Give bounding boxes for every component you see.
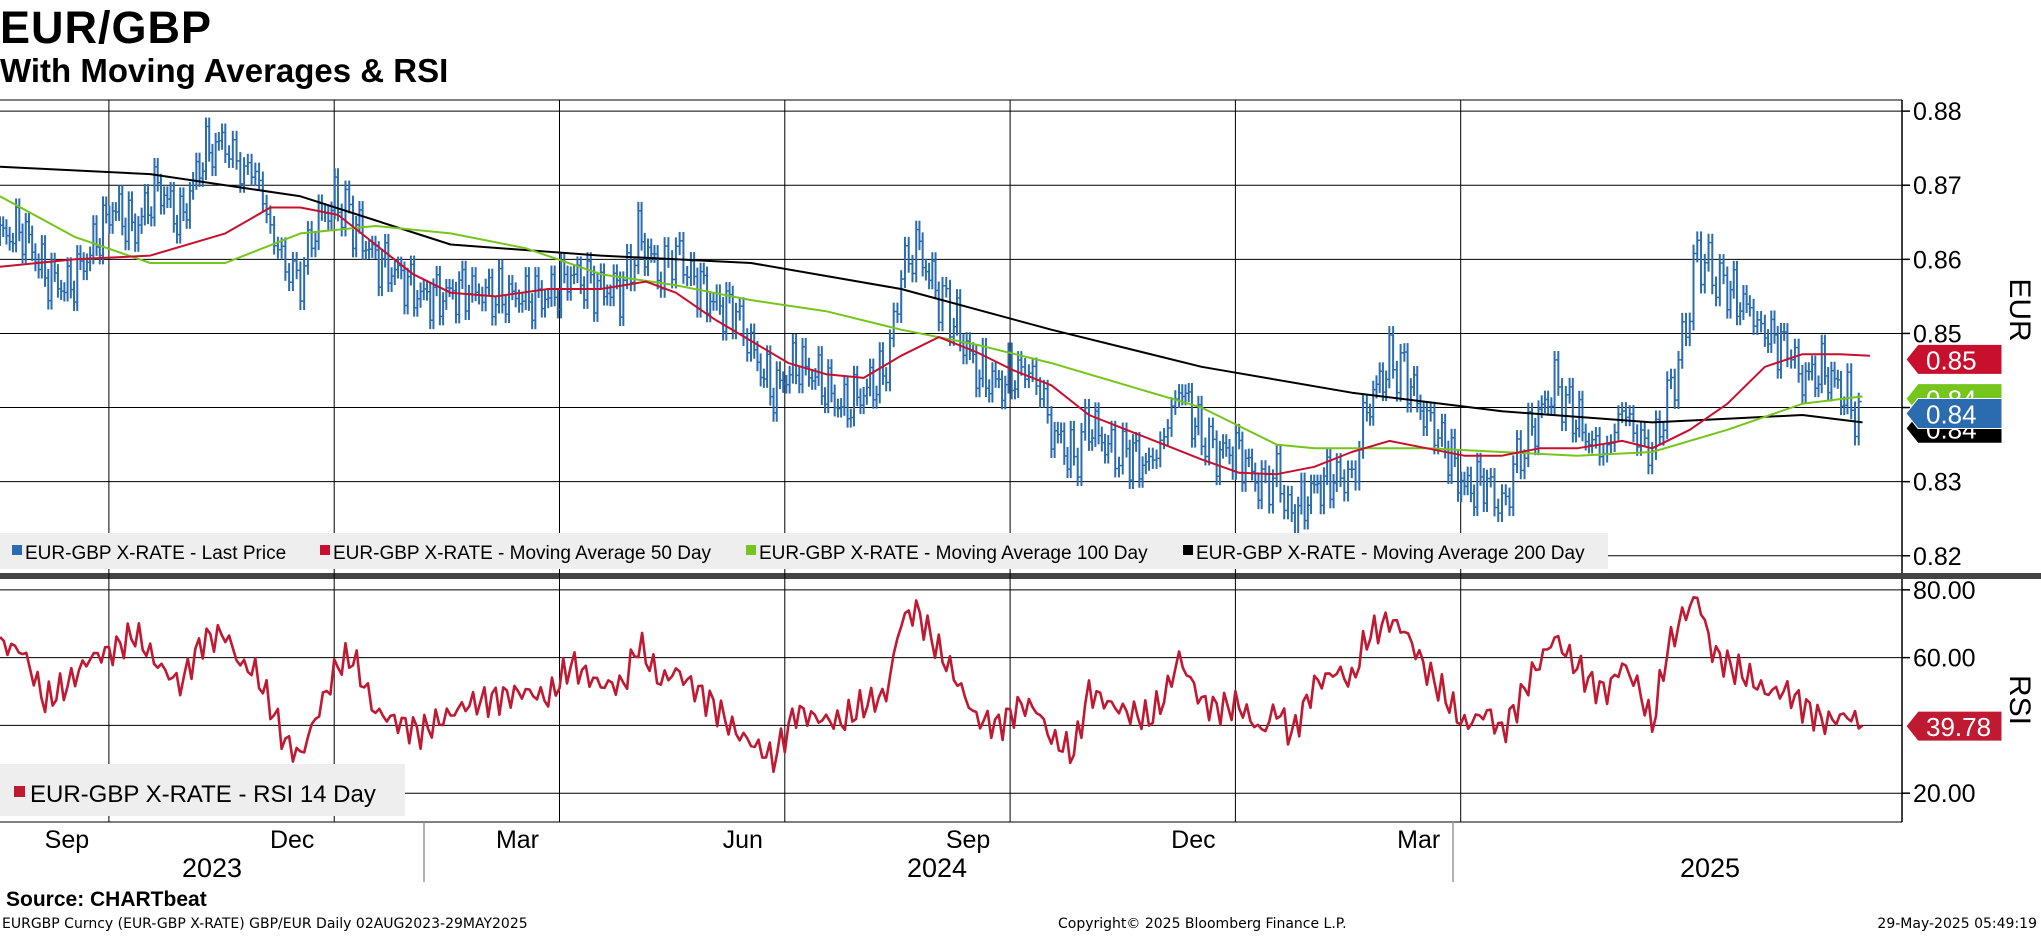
rsi-line — [0, 596, 1864, 774]
legend-swatch-ma50 — [320, 545, 330, 555]
legend-label-rsi: EUR-GBP X-RATE - RSI 14 Day — [30, 781, 376, 808]
price-tick-label: 0.86 — [1913, 246, 1962, 274]
price-legend-bg — [0, 533, 1608, 569]
rsi-tick-label: 60.00 — [1913, 645, 1976, 673]
ma50-line — [0, 206, 1871, 476]
ma50-last-label-bg — [1905, 343, 2003, 375]
rsi-legend-bg — [0, 764, 405, 816]
price-tick-label: 0.83 — [1913, 469, 1962, 497]
legend-label-ma100: EUR-GBP X-RATE - Moving Average 100 Day — [759, 543, 1148, 564]
price-tick-label: 0.87 — [1913, 172, 1962, 200]
year-label: 2023 — [182, 853, 242, 883]
last-price-label-bg — [1905, 397, 2003, 429]
legend-swatch-ma200 — [1183, 545, 1193, 555]
ma100-line — [0, 195, 1863, 457]
price-tick-label: 0.82 — [1913, 543, 1962, 571]
ma50-last-label: 0.85 — [1926, 345, 1977, 375]
source-note: Source: CHARTbeat — [6, 888, 207, 911]
last-price-label: 0.84 — [1926, 399, 1977, 429]
legend-label-ma200: EUR-GBP X-RATE - Moving Average 200 Day — [1196, 543, 1585, 564]
month-label: Dec — [1171, 826, 1215, 854]
month-label: Dec — [270, 826, 314, 854]
rsi-axis-title: RSI — [2003, 675, 2036, 725]
rsi-tick-label: 80.00 — [1913, 577, 1976, 605]
chart-subtitle: With Moving Averages & RSI — [0, 52, 449, 89]
footer-ticker: EURGBP Curncy (EUR-GBP X-RATE) GBP/EUR D… — [2, 916, 528, 932]
legend-label-ma50: EUR-GBP X-RATE - Moving Average 50 Day — [333, 543, 712, 564]
price-tick-label: 0.88 — [1913, 98, 1962, 126]
month-label: Mar — [496, 826, 539, 854]
legend-swatch-last_price — [12, 545, 22, 555]
legend-label-last_price: EUR-GBP X-RATE - Last Price — [25, 543, 286, 564]
chart-title: EUR/GBP — [0, 2, 213, 53]
footer-copyright: Copyright© 2025 Bloomberg Finance L.P. — [1058, 916, 1347, 932]
month-label: Sep — [946, 826, 990, 854]
month-label: Mar — [1397, 826, 1440, 854]
ma200-line — [0, 165, 1863, 424]
month-label: Sep — [45, 826, 89, 854]
rsi-last-label-bg — [1905, 710, 2003, 742]
rsi-last-label: 39.78 — [1926, 712, 1991, 742]
price-tick-label: 0.85 — [1913, 320, 1962, 348]
panel-divider — [0, 573, 2041, 579]
price-axis-title: EUR — [2003, 278, 2036, 341]
rsi-tick-label: 20.00 — [1913, 780, 1976, 808]
legend-swatch-ma100 — [746, 545, 756, 555]
month-label: Jun — [723, 826, 763, 854]
year-label: 2025 — [1680, 853, 1740, 883]
year-label: 2024 — [907, 853, 967, 883]
footer-timestamp: 29-May-2025 05:49:19 — [1877, 916, 2037, 932]
legend-swatch-rsi — [14, 786, 25, 797]
